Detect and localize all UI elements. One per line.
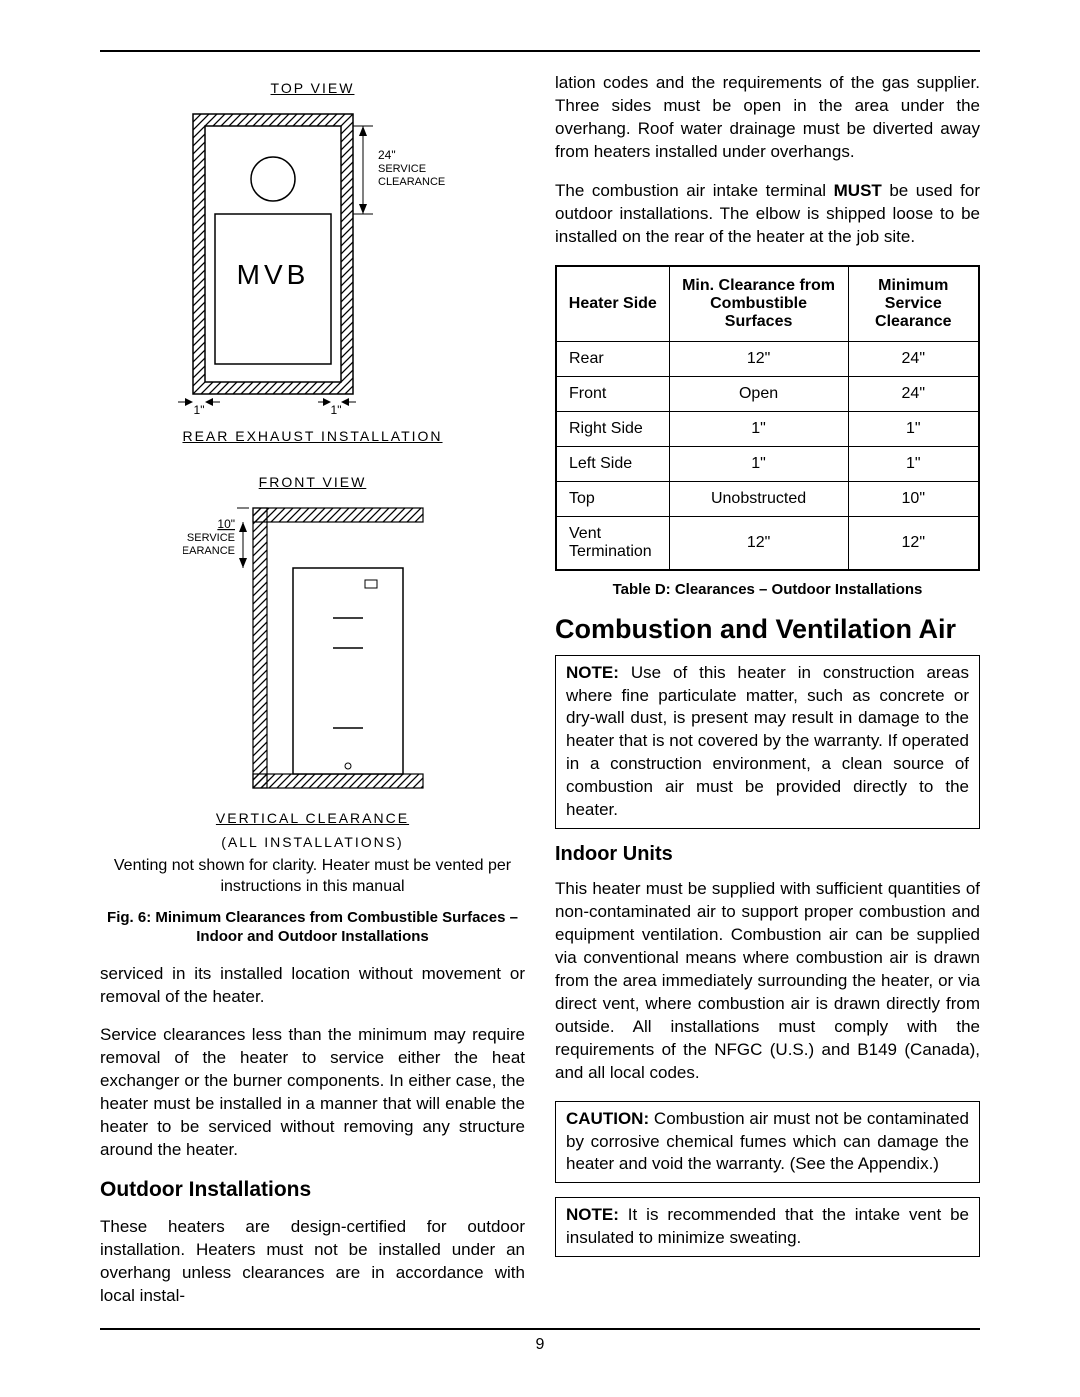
table-cell: Unobstructed	[669, 481, 848, 516]
left-p2: Service clearances less than the minimum…	[100, 1024, 525, 1162]
table-cell: Top	[556, 481, 669, 516]
clearance-clearance: CLEARANCE	[378, 176, 445, 188]
table-cell: 24"	[848, 376, 979, 411]
table-cell: 10"	[848, 481, 979, 516]
front-view-label: FRONT VIEW	[100, 474, 525, 490]
table-row: Right Side1"1"	[556, 411, 979, 446]
table-cell: Left Side	[556, 446, 669, 481]
outdoor-p1: These heaters are design-certified for o…	[100, 1216, 525, 1308]
note2-text: It is recommended that the intake vent b…	[566, 1205, 969, 1247]
table-cell: 12"	[848, 516, 979, 570]
two-column-layout: TOP VIEW MVB	[100, 72, 980, 1308]
left-p1: serviced in its installed location witho…	[100, 963, 525, 1009]
fv-clearance: CLEARANCE	[183, 545, 235, 557]
left-gap: 1"	[193, 403, 204, 414]
table-cell: 1"	[669, 446, 848, 481]
th-combustible: Min. Clearance from Combustible Surfaces	[669, 266, 848, 342]
right-column: lation codes and the requirements of the…	[555, 72, 980, 1308]
p2a: The combustion air intake terminal	[555, 181, 834, 200]
table-cell: 1"	[669, 411, 848, 446]
front-view-diagram-icon: 10" SERVICE CLEARANCE	[183, 498, 443, 798]
top-view-diagram-icon: MVB 24" SERVICE CLEARANCE	[163, 104, 463, 414]
right-p1: lation codes and the requirements of the…	[555, 72, 980, 164]
venting-note: Venting not shown for clarity. Heater mu…	[100, 856, 525, 898]
clearance-service: SERVICE	[378, 163, 426, 175]
table-cell: Right Side	[556, 411, 669, 446]
table-cell: Vent Termination	[556, 516, 669, 570]
table-cell: 1"	[848, 411, 979, 446]
table-cell: 12"	[669, 341, 848, 376]
table-header-row: Heater Side Min. Clearance from Combusti…	[556, 266, 979, 342]
outdoor-heading: Outdoor Installations	[100, 1178, 525, 1202]
table-cell: 24"	[848, 341, 979, 376]
indoor-heading: Indoor Units	[555, 843, 980, 866]
page-number: 9	[100, 1336, 980, 1354]
caution-bold: CAUTION:	[566, 1109, 649, 1128]
th-side: Heater Side	[556, 266, 669, 342]
all-installations-label: (ALL INSTALLATIONS)	[100, 834, 525, 850]
table-cell: 1"	[848, 446, 979, 481]
top-rule	[100, 50, 980, 52]
table-row: FrontOpen24"	[556, 376, 979, 411]
fv-service: SERVICE	[186, 532, 234, 544]
note2-bold: NOTE:	[566, 1205, 619, 1224]
note-text: Use of this heater in construction areas…	[566, 663, 969, 820]
table-cell: Open	[669, 376, 848, 411]
table-cell: 12"	[669, 516, 848, 570]
clearance-24: 24"	[378, 148, 396, 162]
top-view-label: TOP VIEW	[100, 80, 525, 96]
bottom-rule	[100, 1328, 980, 1330]
th-service: Minimum Service Clearance	[848, 266, 979, 342]
table-caption: Table D: Clearances – Outdoor Installati…	[555, 581, 980, 598]
table-row: TopUnobstructed10"	[556, 481, 979, 516]
vertical-clearance-label: VERTICAL CLEARANCE	[100, 810, 525, 826]
note-box-1: NOTE: Use of this heater in construction…	[555, 655, 980, 830]
top-view-figure: TOP VIEW MVB	[100, 80, 525, 444]
figure-caption: Fig. 6: Minimum Clearances from Combusti…	[100, 908, 525, 947]
rear-exhaust-label: REAR EXHAUST INSTALLATION	[100, 428, 525, 444]
fv-10: 10"	[217, 517, 235, 531]
right-p2: The combustion air intake terminal MUST …	[555, 180, 980, 249]
table-cell: Front	[556, 376, 669, 411]
note-bold: NOTE:	[566, 663, 619, 682]
caution-box: CAUTION: Combustion air must not be cont…	[555, 1101, 980, 1184]
p2b-must: MUST	[834, 181, 882, 200]
note-box-2: NOTE: It is recommended that the intake …	[555, 1197, 980, 1257]
right-gap: 1"	[330, 403, 341, 414]
table-row: Vent Termination12"12"	[556, 516, 979, 570]
table-cell: Rear	[556, 341, 669, 376]
table-row: Rear12"24"	[556, 341, 979, 376]
indoor-p1: This heater must be supplied with suffic…	[555, 878, 980, 1084]
page: TOP VIEW MVB	[0, 0, 1080, 1384]
front-view-figure: FRONT VIEW	[100, 474, 525, 850]
clearances-table: Heater Side Min. Clearance from Combusti…	[555, 265, 980, 571]
combustion-heading: Combustion and Ventilation Air	[555, 614, 980, 645]
table-row: Left Side1"1"	[556, 446, 979, 481]
mvb-text: MVB	[236, 259, 309, 290]
left-column: TOP VIEW MVB	[100, 72, 525, 1308]
